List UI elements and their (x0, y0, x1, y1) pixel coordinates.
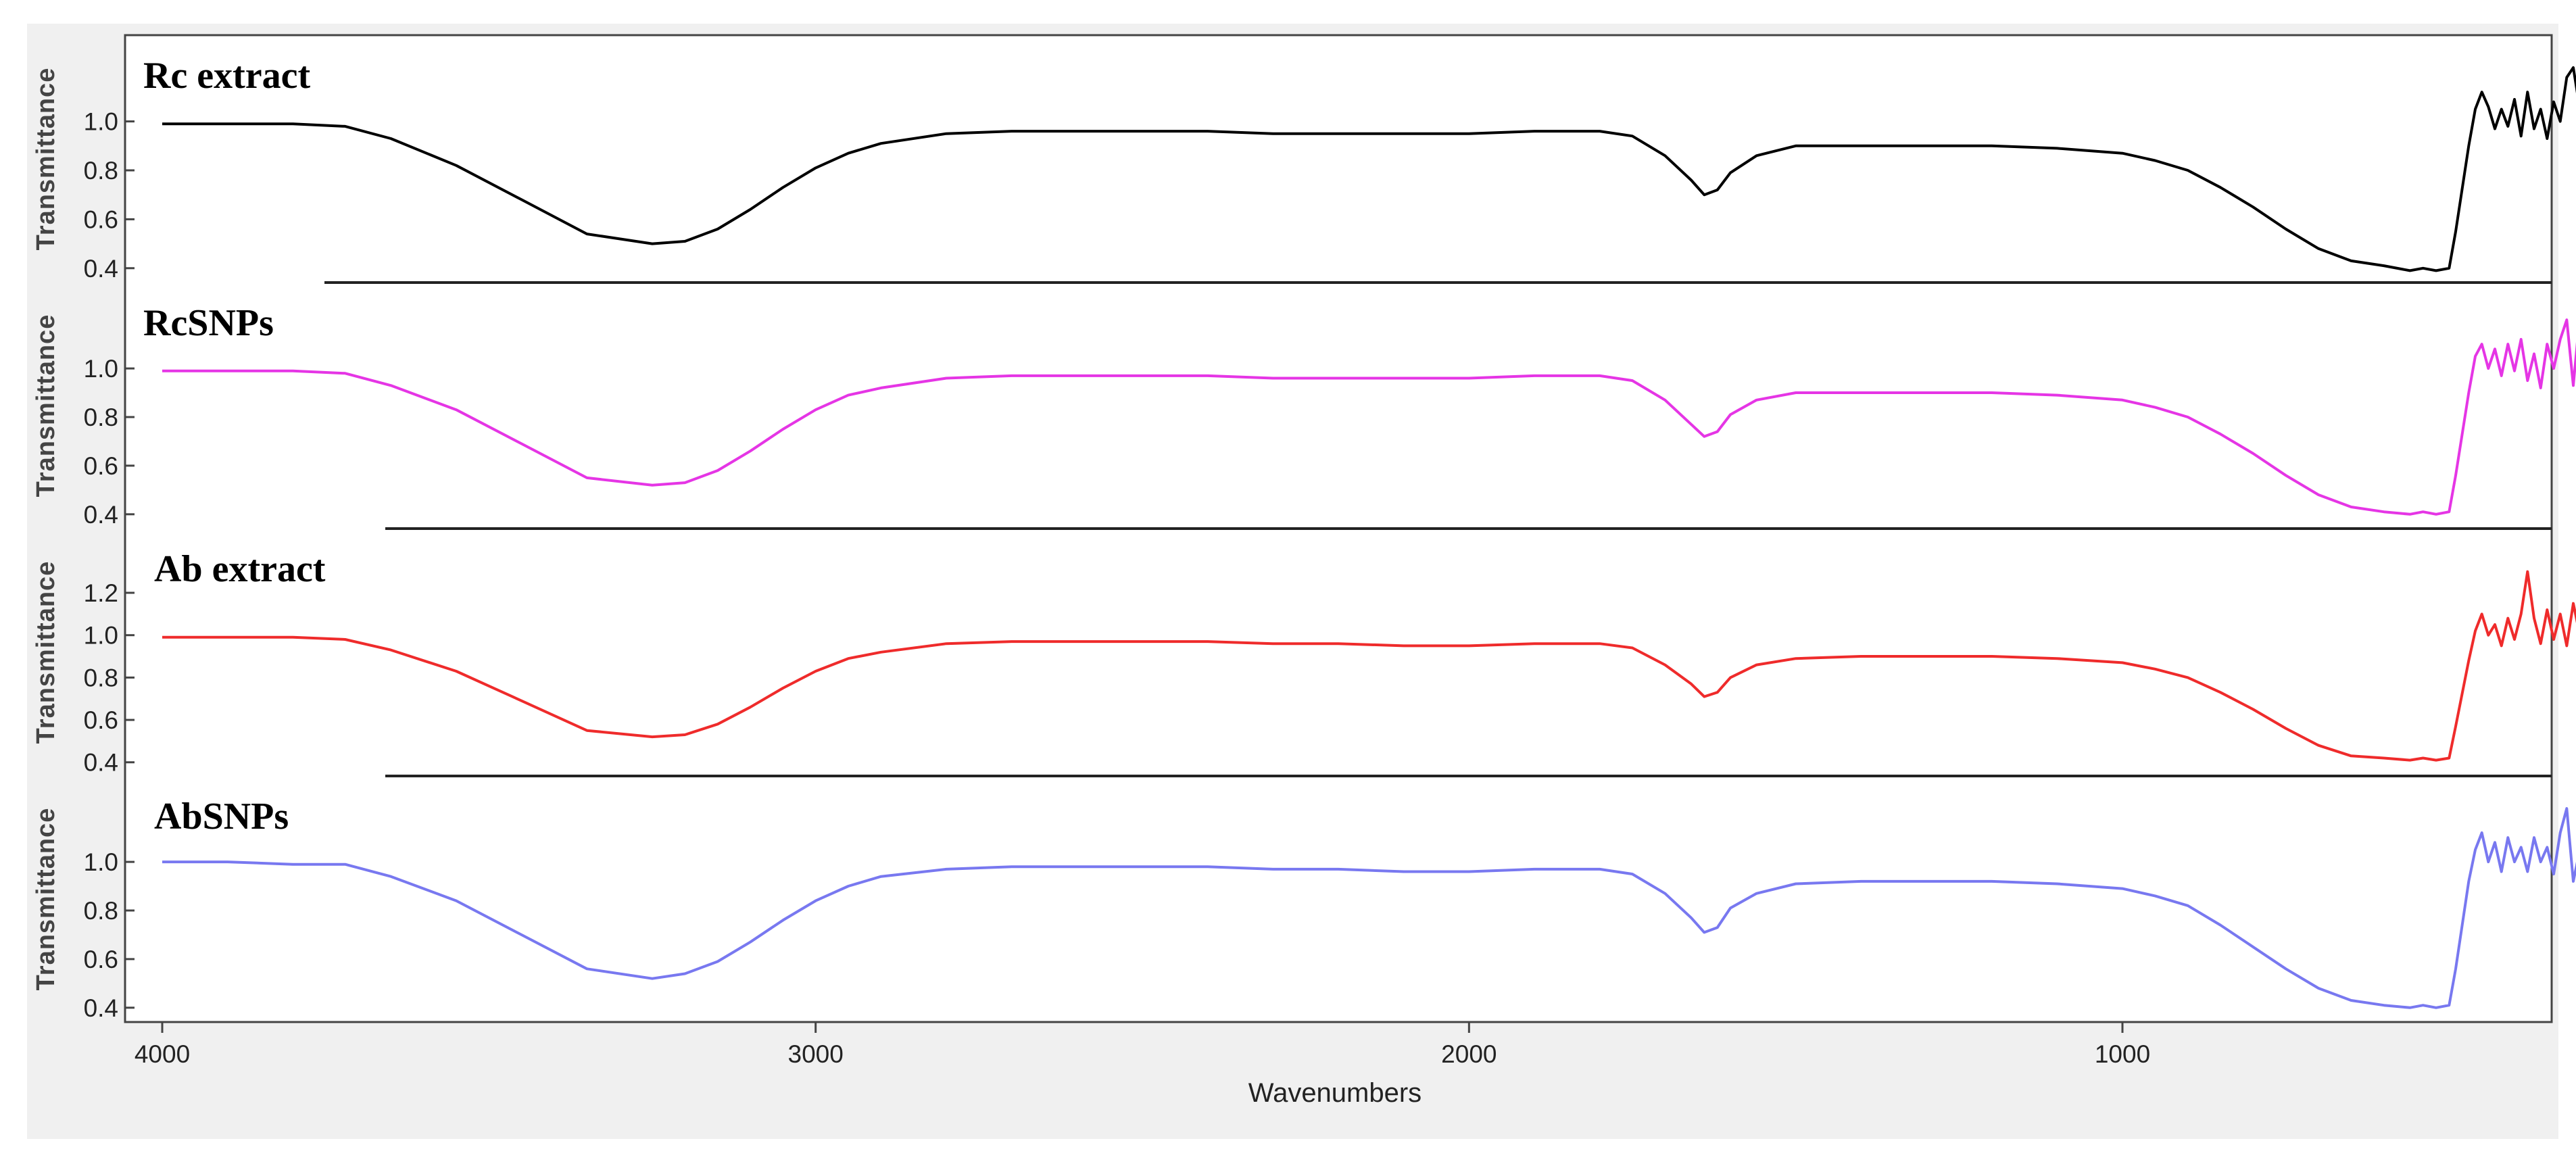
y-axis-label: Transmittance (32, 561, 60, 744)
y-tick-label: 0.4 (84, 501, 118, 529)
y-tick-label: 0.4 (84, 255, 118, 283)
y-axis-label: Transmittance (32, 808, 60, 991)
y-tick-label: 0.6 (84, 452, 118, 480)
y-tick-label: 1.0 (84, 622, 118, 650)
y-tick-label: 0.8 (84, 404, 118, 431)
series-line-rc-extract (162, 66, 2576, 272)
panel-label-rcsnps: RcSNPs (143, 302, 274, 344)
y-tick-label: 1.0 (84, 848, 118, 876)
x-tick-label: 4000 (135, 1040, 190, 1068)
panel-rc-extract: 0.4 0.6 0.8 1.0 Transmittance Rc extract (32, 55, 2576, 284)
y-tick-label: 1.2 (84, 579, 118, 607)
panel-absnps: 0.4 0.6 0.8 1.0 Transmittance AbSNPs (32, 796, 2576, 1022)
y-tick-label: 1.0 (84, 108, 118, 136)
y-tick-label: 0.8 (84, 157, 118, 185)
x-axis: 4000 3000 2000 1000 (135, 1022, 2150, 1068)
y-tick-label: 0.4 (84, 749, 118, 777)
y-tick-label: 0.8 (84, 897, 118, 925)
series-line-rcsnps (162, 318, 2576, 516)
panel-ab-extract: 0.4 0.6 0.8 1.0 1.2 Transmittance Ab extract (32, 548, 2576, 777)
series-line-ab-extract (162, 570, 2576, 762)
x-tick-label: 2000 (1441, 1040, 1497, 1068)
y-tick-label: 0.6 (84, 946, 118, 973)
y-axis-label: Transmittance (32, 68, 60, 251)
panel-label-absnps: AbSNPs (154, 796, 289, 837)
y-tick-label: 0.4 (84, 994, 118, 1022)
y-tick-label: 0.6 (84, 706, 118, 734)
y-axis-label: Transmittance (32, 314, 60, 497)
y-tick-label: 1.0 (84, 355, 118, 383)
panel-rcsnps: 0.4 0.6 0.8 1.0 Transmittance RcSNPs (32, 302, 2576, 530)
series-line-absnps (162, 807, 2576, 1009)
x-tick-label: 3000 (788, 1040, 844, 1068)
x-axis-label: Wavenumbers (1248, 1078, 1421, 1108)
x-tick-label: 1000 (2095, 1040, 2150, 1068)
panel-label-ab-extract: Ab extract (154, 548, 326, 590)
panel-label-rc-extract: Rc extract (143, 55, 311, 97)
y-tick-label: 0.6 (84, 205, 118, 233)
y-tick-label: 0.8 (84, 664, 118, 691)
